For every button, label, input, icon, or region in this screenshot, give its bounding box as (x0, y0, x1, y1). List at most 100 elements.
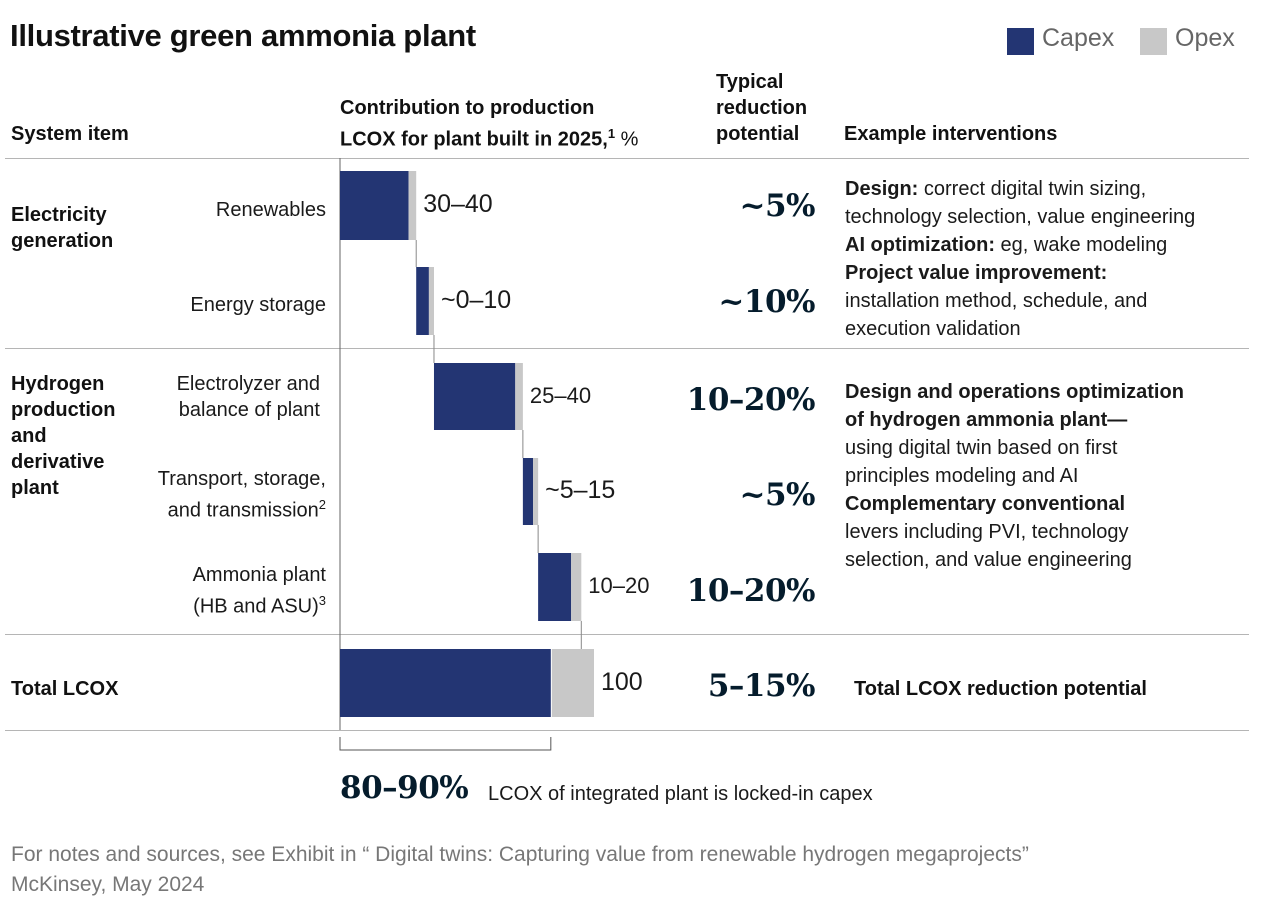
item-electrolyzer-line1: Electrolyzer and (176, 373, 320, 395)
header-contribution: Contribution to production LCOX for plan… (340, 95, 638, 153)
header-reduction-line3: potential (716, 123, 800, 145)
separator-hydrogen (5, 634, 1249, 635)
bar-opex-3 (533, 458, 539, 525)
legend-capex-label: Capex (1042, 24, 1115, 52)
group-hydrogen-line1: Hydrogen (11, 373, 105, 395)
header-reduction-line1: Typical (716, 71, 784, 93)
group-hydrogen-line4: derivative (11, 451, 105, 473)
intervention-text: correct digital twin sizing, (918, 178, 1147, 200)
legend-opex-swatch (1140, 28, 1167, 55)
item-renewables: Renewables (215, 199, 326, 221)
item-ammonia-line1: Ammonia plant (192, 564, 326, 586)
bar-value-label: 25–40 (529, 382, 592, 408)
intervention-line: installation method, schedule, and (845, 287, 1255, 315)
intervention-line: Project value improvement: (845, 259, 1255, 287)
intervention-text: principles modeling and AI (845, 465, 1079, 487)
item-energy-storage: Energy storage (190, 294, 326, 316)
footer-publisher: McKinsey, May 2024 (11, 873, 205, 896)
intervention-text: selection, and value engineering (845, 549, 1132, 571)
bar-value-label: 10–20 (588, 573, 650, 599)
reduction-energy-storage: ~10% (718, 284, 815, 320)
item-ammonia-line2-text: (HB and ASU) (193, 595, 319, 618)
capex-bracket (339, 737, 552, 751)
intervention-line: Design: correct digital twin sizing, (845, 175, 1255, 203)
group-electricity-line2: generation (11, 230, 114, 252)
reduction-renewables: ~5% (739, 188, 815, 224)
bar-opex-0 (408, 171, 417, 240)
legend-opex-label: Opex (1175, 24, 1235, 52)
group-total-lcox: Total LCOX (11, 678, 119, 700)
bar-capex-0 (340, 171, 409, 240)
intervention-line: Complementary conventional (845, 490, 1255, 518)
bar-opex-5 (551, 649, 594, 717)
intervention-line: AI optimization: eg, wake modeling (845, 231, 1255, 259)
reduction-electrolyzer: 10–20% (686, 382, 816, 418)
intervention-line: of hydrogen ammonia plant— (845, 406, 1255, 434)
intervention-text: execution validation (845, 318, 1021, 340)
bar-capex-2 (433, 363, 516, 430)
intervention-bold: Project value improvement: (845, 262, 1108, 284)
item-electrolyzer-line2: balance of plant (178, 399, 320, 421)
intervention-text: installation method, schedule, and (845, 290, 1148, 312)
bar-opex-2 (515, 363, 523, 430)
intervention-bold: Complementary conventional (845, 493, 1126, 515)
intervention-text: technology selection, value engineering (845, 206, 1196, 228)
header-reduction-line2: reduction (716, 97, 808, 119)
reduction-total: 5–15% (707, 668, 816, 704)
intervention-total: Total LCOX reduction potential (854, 678, 1147, 700)
bar-capex-4 (538, 553, 572, 621)
bar-capex-1 (416, 267, 429, 335)
footer-source: For notes and sources, see Exhibit in “ … (11, 843, 1029, 866)
intervention-line: selection, and value engineering (845, 546, 1255, 574)
intervention-bold: of hydrogen ammonia plant— (845, 409, 1128, 431)
bar-opex-4 (571, 553, 582, 621)
item-transport-line2-text: and transmission (167, 499, 319, 522)
group-electricity-generation: Electricity generation (11, 202, 113, 254)
header-contribution-text: LCOX for plant built in 2025, (340, 128, 608, 151)
group-hydrogen-line5: plant (11, 477, 59, 499)
item-transport: Transport, storage, and transmission2 (158, 466, 326, 524)
bar-value-label: ~0–10 (440, 285, 512, 314)
group-hydrogen-production: Hydrogen production and derivative plant (11, 371, 115, 501)
intervention-text: eg, wake modeling (994, 234, 1168, 256)
intervention-text: levers including PVI, technology (845, 521, 1129, 543)
separator-total (5, 730, 1249, 731)
item-transport-footnote: 2 (318, 497, 326, 512)
item-ammonia-footnote: 3 (318, 593, 326, 608)
header-system-item: System item (11, 123, 129, 145)
intervention-line: levers including PVI, technology (845, 518, 1255, 546)
bar-capex-5 (340, 649, 551, 717)
header-reduction: Typical reduction potential (716, 69, 807, 147)
legend-capex-swatch (1007, 28, 1034, 55)
separator-electricity (5, 348, 1249, 349)
item-ammonia-line2: (HB and ASU)3 (193, 588, 326, 620)
group-hydrogen-line3: and (11, 425, 47, 447)
bar-opex-1 (428, 267, 434, 335)
header-interventions: Example interventions (844, 123, 1058, 145)
interventions-hydrogen: Design and operations optimization of hy… (845, 378, 1255, 574)
item-transport-line1: Transport, storage, (157, 468, 326, 490)
bar-value-label: 30–40 (423, 190, 493, 218)
intervention-bold: AI optimization: (845, 234, 995, 256)
bar-capex-3 (522, 458, 534, 525)
item-transport-line2: and transmission2 (158, 492, 326, 524)
reduction-ammonia: 10–20% (686, 573, 816, 609)
intervention-line: using digital twin based on first (845, 434, 1255, 462)
reduction-transport: ~5% (739, 477, 815, 513)
chart-title: Illustrative green ammonia plant (10, 18, 476, 53)
item-electrolyzer: Electrolyzer and balance of plant (177, 371, 320, 423)
header-contribution-line2: LCOX for plant built in 2025,1 % (340, 121, 638, 153)
header-contribution-line1: Contribution to production (340, 97, 595, 119)
callout-text: LCOX of integrated plant is locked-in ca… (488, 783, 873, 805)
intervention-bold: Design: (845, 178, 919, 200)
group-electricity-line1: Electricity (11, 204, 107, 226)
interventions-electricity: Design: correct digital twin sizing, tec… (845, 175, 1255, 343)
intervention-line: technology selection, value engineering (845, 203, 1255, 231)
bar-value-label: ~5–15 (545, 476, 616, 504)
intervention-bold: Design and operations optimization (845, 381, 1184, 403)
group-hydrogen-line2: production (11, 399, 116, 421)
intervention-line: principles modeling and AI (845, 462, 1255, 490)
intervention-text: using digital twin based on first (845, 437, 1118, 459)
separator-header (5, 158, 1249, 159)
